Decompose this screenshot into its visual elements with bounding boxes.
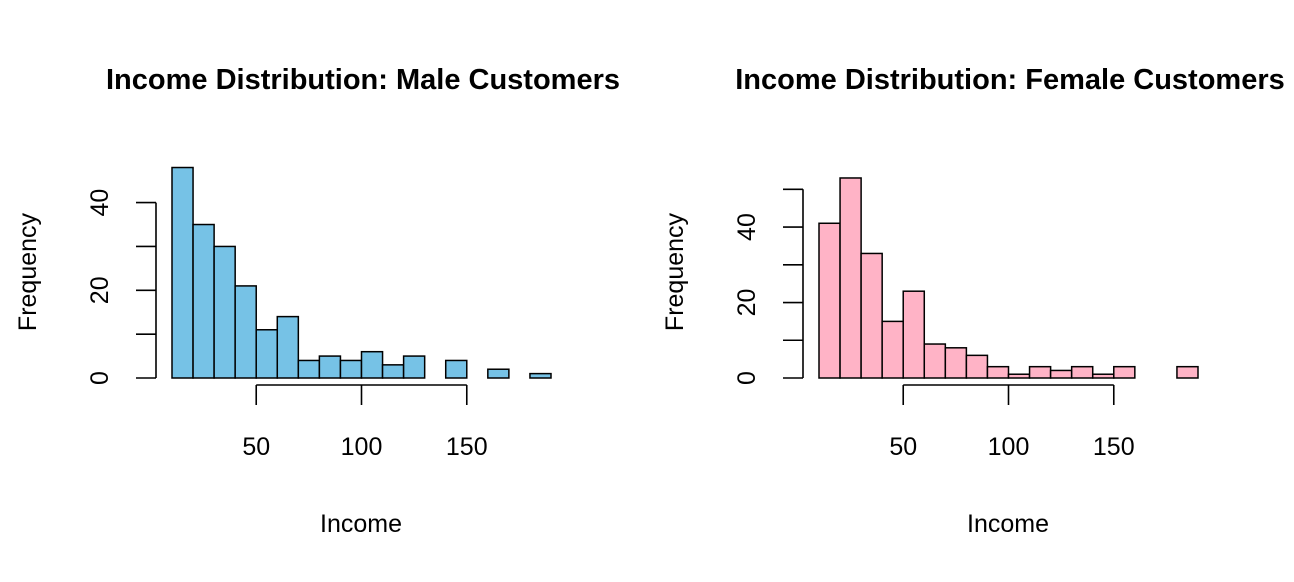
y-axis-label: Frequency [661,212,689,331]
chart-title: Income Distribution: Female Customers [735,64,1285,96]
histogram-bar [276,315,300,379]
bar-group [818,177,1199,379]
chart-title: Income Distribution: Male Customers [106,64,620,96]
histogram-bar [381,364,405,379]
x-tick-label: 150 [1093,433,1135,461]
male-histogram-svg: Income Distribution: Male Customers 0 20 4… [14,64,620,538]
histogram-bar [234,285,257,379]
histogram-bar [986,365,1010,379]
histogram-bar [944,347,968,379]
histogram-bar [192,223,215,379]
histogram-bar [860,252,883,379]
y-tick-label: 0 [733,371,761,385]
histogram-bar [402,355,426,379]
x-axis-label: Income [967,510,1049,538]
histogram-bar [1070,365,1094,379]
histogram-bar [1176,365,1199,379]
bar-group [171,166,552,379]
histogram-bar [965,354,989,379]
x-tick-label: 50 [242,433,270,461]
histogram-bar [839,177,862,379]
histogram-bar [881,320,904,379]
histogram-bar [487,368,510,379]
histogram-bar [213,245,236,379]
x-tick-label: 100 [988,433,1030,461]
y-tick-label: 0 [86,371,114,385]
x-tick-label: 50 [889,433,917,461]
x-axis: 50 100 150 [242,384,488,461]
histogram-bar [1113,365,1136,379]
histogram-bar [297,359,321,379]
female-income-histogram: Income Distribution: Female Customers 0 2… [647,0,1294,582]
female-histogram-svg: Income Distribution: Female Customers 0 2… [661,64,1285,538]
histogram-bar [1049,369,1073,379]
histogram-bar [923,343,947,379]
histogram-bar [818,222,841,379]
histogram-bar [1028,365,1052,379]
x-tick-label: 100 [341,433,383,461]
y-axis: 0 20 40 [733,188,804,385]
y-axis: 0 20 40 [86,189,157,385]
y-tick-label: 40 [86,189,114,217]
x-axis-label: Income [320,510,402,538]
x-tick-label: 150 [446,433,488,461]
histogram-bar [318,355,342,379]
y-tick-label: 20 [86,276,114,304]
histogram-bar [171,166,194,379]
male-income-histogram: Income Distribution: Male Customers 0 20 4… [14,64,620,538]
y-axis-label: Frequency [14,212,42,331]
histogram-bar [1091,373,1115,379]
x-axis: 50 100 150 [889,384,1135,461]
histogram-bar [1007,373,1031,379]
y-tick-label: 20 [733,289,761,317]
histogram-bar [444,359,468,379]
y-tick-label: 40 [733,213,761,241]
histogram-bar [339,359,363,379]
histogram-bar [902,290,926,379]
histogram-bar [529,372,552,379]
histogram-bar [360,350,384,379]
histogram-bar [255,329,279,379]
